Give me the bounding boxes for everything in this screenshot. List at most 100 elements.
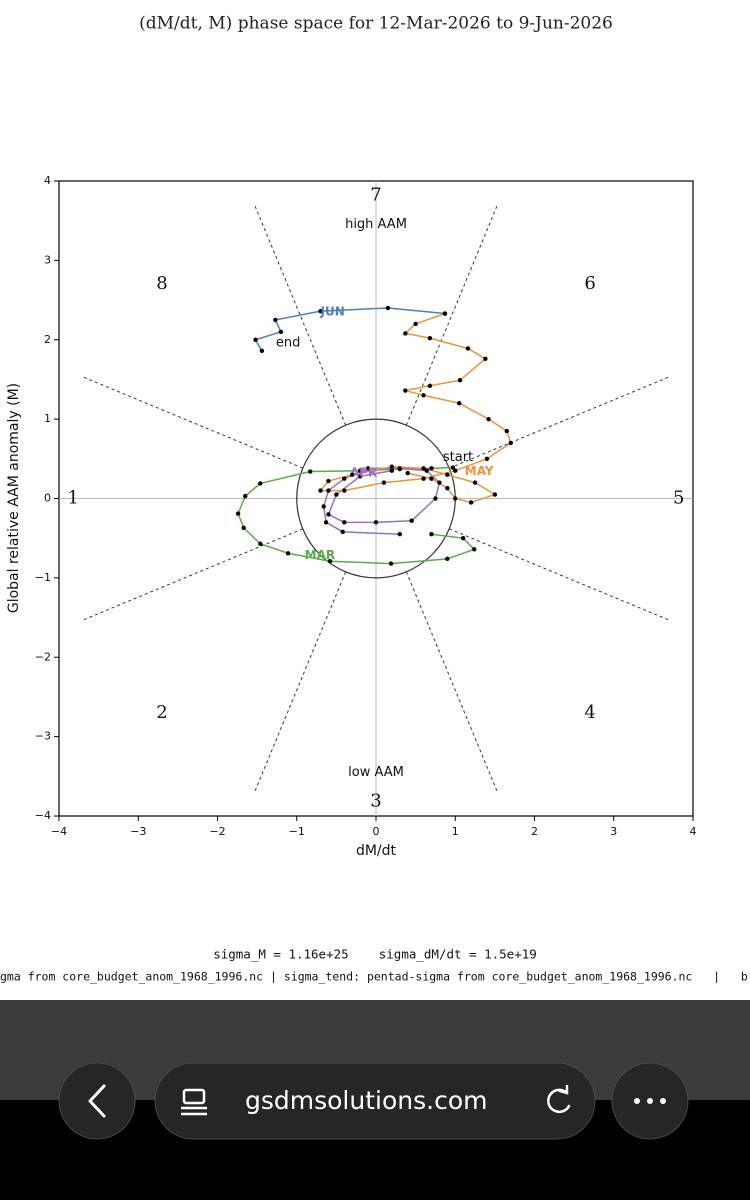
x-tick-label: −2 [209, 825, 225, 838]
sector-line [82, 376, 303, 469]
x-tick-label: 1 [452, 825, 459, 838]
day-point [492, 492, 498, 497]
day-point [453, 496, 458, 501]
chart-title: (dM/dt, M) phase space for 12-Mar-2026 t… [139, 14, 613, 34]
day-point [326, 478, 331, 484]
phase-label: 3 [370, 791, 381, 812]
trajectory [318, 312, 512, 504]
day-point [253, 337, 258, 342]
url-text[interactable]: gsdmsolutions.com [245, 1086, 487, 1115]
day-point [365, 466, 371, 471]
day-point [421, 393, 426, 398]
day-point [437, 480, 442, 485]
day-point [350, 472, 355, 477]
day-point [433, 496, 438, 501]
phase-label: 6 [584, 273, 595, 294]
y-tick-label: 0 [44, 492, 51, 505]
day-point [429, 476, 434, 481]
day-point [445, 485, 450, 491]
day-point [389, 464, 395, 469]
day-point [484, 456, 490, 462]
day-point [235, 511, 241, 516]
day-point [453, 468, 458, 473]
x-tick-label: 0 [373, 825, 380, 838]
x-tick-label: 4 [690, 825, 697, 838]
phase-label: 7 [370, 184, 381, 205]
y-tick-label: 3 [44, 253, 51, 266]
url-bar[interactable] [154, 1062, 596, 1140]
day-point [442, 311, 448, 316]
phase-label: 2 [156, 702, 167, 723]
day-point [327, 559, 333, 564]
x-tick-label: 3 [610, 825, 617, 838]
day-point [318, 308, 323, 314]
day-point [465, 346, 471, 351]
y-tick-label: −2 [35, 650, 51, 663]
day-point [285, 551, 291, 556]
day-point [259, 348, 265, 354]
day-point [508, 440, 513, 446]
day-point [486, 416, 491, 422]
phase-label: 1 [68, 488, 79, 509]
sector-line [449, 528, 670, 621]
high-label: high AAM [345, 217, 407, 232]
day-point [258, 541, 263, 546]
day-point [460, 535, 466, 541]
day-point [409, 518, 414, 523]
day-point [421, 476, 426, 481]
month-label: MAY [465, 464, 494, 478]
month-label: JUN [320, 304, 345, 318]
phase-label: 5 [673, 488, 684, 509]
day-point [342, 488, 347, 493]
month-label: MAR [305, 548, 335, 562]
day-point [413, 321, 418, 327]
day-point [457, 378, 463, 383]
start-label: start [443, 450, 473, 465]
sector-line [449, 376, 670, 469]
day-point [472, 547, 477, 552]
day-point [429, 532, 434, 537]
day-point [445, 472, 450, 477]
day-point [278, 329, 284, 335]
day-point [357, 474, 363, 479]
day-point [405, 470, 410, 476]
low-label: low AAM [348, 765, 404, 780]
day-point [397, 466, 402, 471]
day-point [323, 520, 329, 525]
day-point [342, 520, 347, 525]
day-point [397, 532, 402, 537]
phase-label: 4 [584, 702, 595, 723]
day-point [424, 468, 429, 473]
page-background [0, 0, 750, 1000]
y-tick-label: 2 [44, 333, 51, 346]
day-point [421, 466, 426, 471]
day-point [342, 476, 347, 481]
y-tick-label: 4 [44, 174, 51, 187]
day-point [388, 561, 394, 566]
day-point [457, 401, 462, 406]
day-point [373, 520, 379, 525]
day-point [243, 493, 248, 499]
day-point [321, 504, 326, 509]
reload-arrow [558, 1084, 569, 1095]
day-point [403, 331, 408, 336]
day-point [445, 556, 450, 562]
day-point [318, 488, 323, 493]
x-tick-label: 2 [531, 825, 538, 838]
day-point [429, 466, 434, 471]
sector-line [254, 204, 347, 426]
day-point [389, 468, 395, 473]
menu-icon [634, 1098, 666, 1104]
day-point [385, 305, 391, 311]
month-label: APR [350, 466, 377, 480]
back-icon [88, 1084, 106, 1118]
y-tick-label: −4 [35, 809, 51, 822]
x-tick-label: −4 [51, 825, 67, 838]
back-button[interactable] [58, 1062, 136, 1140]
x-tick-label: −1 [289, 825, 305, 838]
day-point [427, 383, 433, 388]
day-point [403, 388, 408, 393]
phase-label: 8 [156, 273, 167, 294]
